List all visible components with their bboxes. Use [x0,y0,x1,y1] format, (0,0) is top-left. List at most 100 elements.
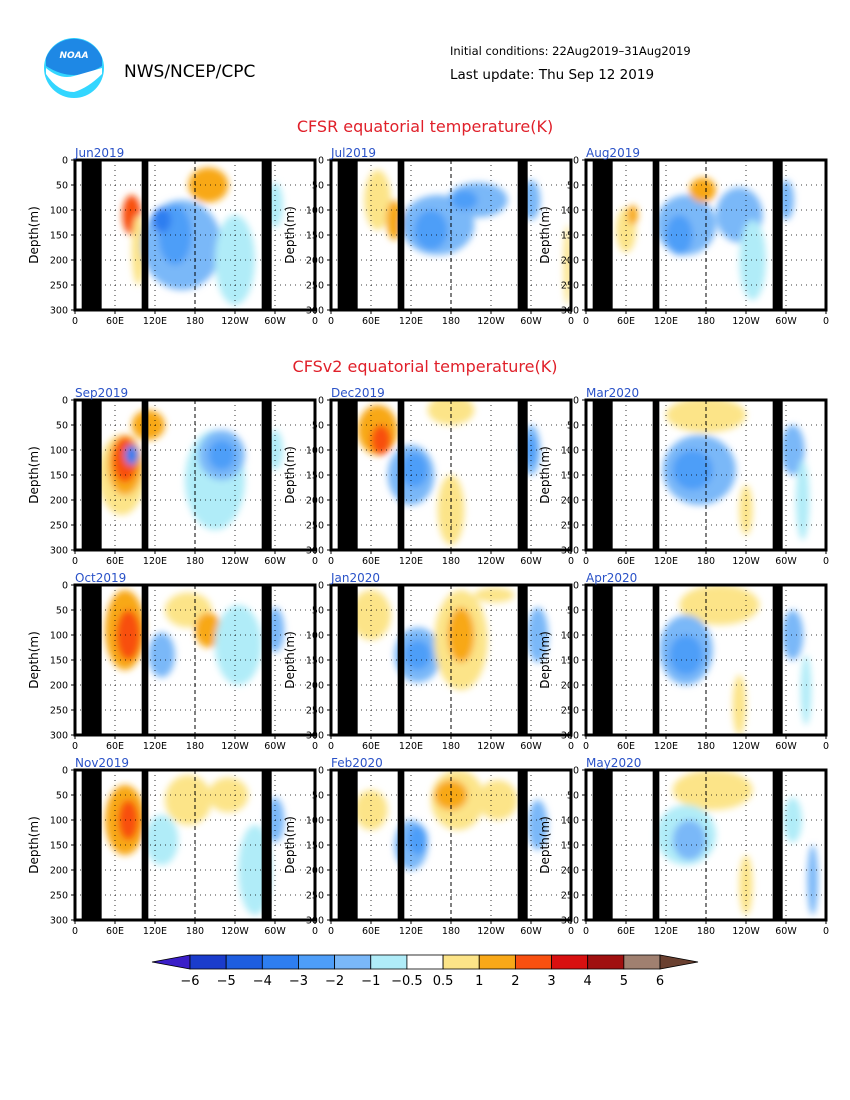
y-tick-label: 250 [306,891,324,902]
anomaly-blob [371,425,391,455]
anomaly-blob [152,207,171,233]
x-tick-label: 120E [654,741,678,752]
x-tick-label: 60E [362,741,380,752]
x-tick-label: 180 [697,926,715,937]
anomaly-field [592,770,818,920]
colorbar-swatch [261,954,299,970]
colorbar-label: 1 [475,974,483,989]
x-tick-label: 0 [583,741,589,752]
x-tick-label: 0 [823,741,829,752]
colorbar-swatch [514,954,552,970]
anomaly-blob [672,820,706,860]
y-tick-label: 250 [561,521,579,532]
anomaly-blob [188,167,229,203]
land-mask [261,400,272,550]
y-tick-label: 50 [567,606,579,617]
logo-sky [46,38,102,75]
colorbar: −6 −5 −4 −3 −2 −1 −0.5 0.5 1 2 3 4 5 6 [151,954,699,989]
x-tick-label: 60E [617,926,635,937]
anomaly-field [337,160,571,310]
x-tick-label: 180 [697,556,715,567]
anomaly-blob [679,585,760,625]
y-tick-label: 200 [50,256,68,267]
colorbar-swatch [587,954,625,970]
x-tick-label: 0 [312,556,318,567]
y-tick-label: 50 [56,181,68,192]
anomaly-field [592,585,812,735]
x-tick-label: 120E [143,316,167,327]
y-tick-label: 0 [62,156,68,167]
y-tick-label: 250 [306,706,324,717]
y-tick-label: 0 [573,766,579,777]
x-tick-label: 60E [106,556,124,567]
x-tick-label: 0 [312,741,318,752]
x-tick-label: 60W [520,741,542,752]
x-tick-label: 120E [143,926,167,937]
land-mask [517,400,528,550]
x-tick-label: 60E [617,741,635,752]
x-tick-label: 120W [477,316,505,327]
x-tick-label: 180 [442,316,460,327]
colorbar-label: −3 [289,974,308,989]
colorbar-swatch [478,954,516,970]
y-tick-label: 0 [62,766,68,777]
y-tick-label: 0 [573,396,579,407]
initial-conditions: Initial conditions: 22Aug2019–31Aug2019 [450,44,691,58]
x-tick-label: 60E [617,556,635,567]
x-tick-label: 60E [106,926,124,937]
colorbar-swatch [225,954,263,970]
cfsr-section-title: CFSR equatorial temperature(K) [297,117,553,136]
colorbar-arrow-low [151,954,191,970]
x-tick-label: 120W [477,556,505,567]
anomaly-blob [131,410,165,440]
y-tick-label: 250 [306,281,324,292]
x-tick-label: 180 [697,316,715,327]
anomaly-blob [208,440,236,470]
y-tick-label: 200 [561,681,579,692]
anomaly-blob [627,205,638,225]
anomaly-blob [527,800,548,850]
y-tick-label: 250 [561,706,579,717]
anomaly-field [81,400,283,550]
anomaly-blob [404,640,431,670]
anomaly-blob [666,215,693,255]
land-mask [141,585,149,735]
y-tick-label: 0 [318,396,324,407]
x-tick-label: 180 [186,741,204,752]
panel-label: Sep2019 [75,386,128,400]
x-tick-label: 0 [583,556,589,567]
colorbar-swatch [370,954,408,970]
anomaly-blob [427,400,475,425]
x-tick-label: 120E [654,316,678,327]
y-axis-label: Depth(m) [538,206,552,264]
y-tick-label: 150 [306,656,324,667]
panel-label: Apr2020 [586,571,637,585]
org-name: NWS/NCEP/CPC [124,62,255,82]
y-axis-label: Depth(m) [27,206,41,264]
x-tick-label: 180 [186,926,204,937]
land-mask [81,770,102,920]
y-axis-label: Depth(m) [27,816,41,874]
colorbar-swatch [406,954,444,970]
y-tick-label: 200 [306,256,324,267]
x-tick-label: 0 [568,556,574,567]
colorbar-label: 3 [547,974,555,989]
land-mask [772,770,783,920]
y-tick-label: 300 [50,546,68,557]
x-tick-label: 180 [442,741,460,752]
x-tick-label: 60W [775,926,797,937]
x-tick-label: 60W [520,556,542,567]
x-tick-label: 120W [221,556,249,567]
x-tick-label: 120W [732,316,760,327]
x-tick-label: 0 [328,556,334,567]
colorbar-swatch [334,954,372,970]
land-mask [81,400,102,550]
colorbar-label: 2 [511,974,519,989]
colorbar-label: 4 [584,974,592,989]
land-mask [337,160,358,310]
panel-sep2019: Sep2019 0 60E 120E 180 120W 60W 0 0 50 100 150 200 25… [27,386,318,567]
y-axis-label: Depth(m) [27,446,41,504]
y-tick-label: 200 [561,866,579,877]
x-tick-label: 60W [264,926,286,937]
